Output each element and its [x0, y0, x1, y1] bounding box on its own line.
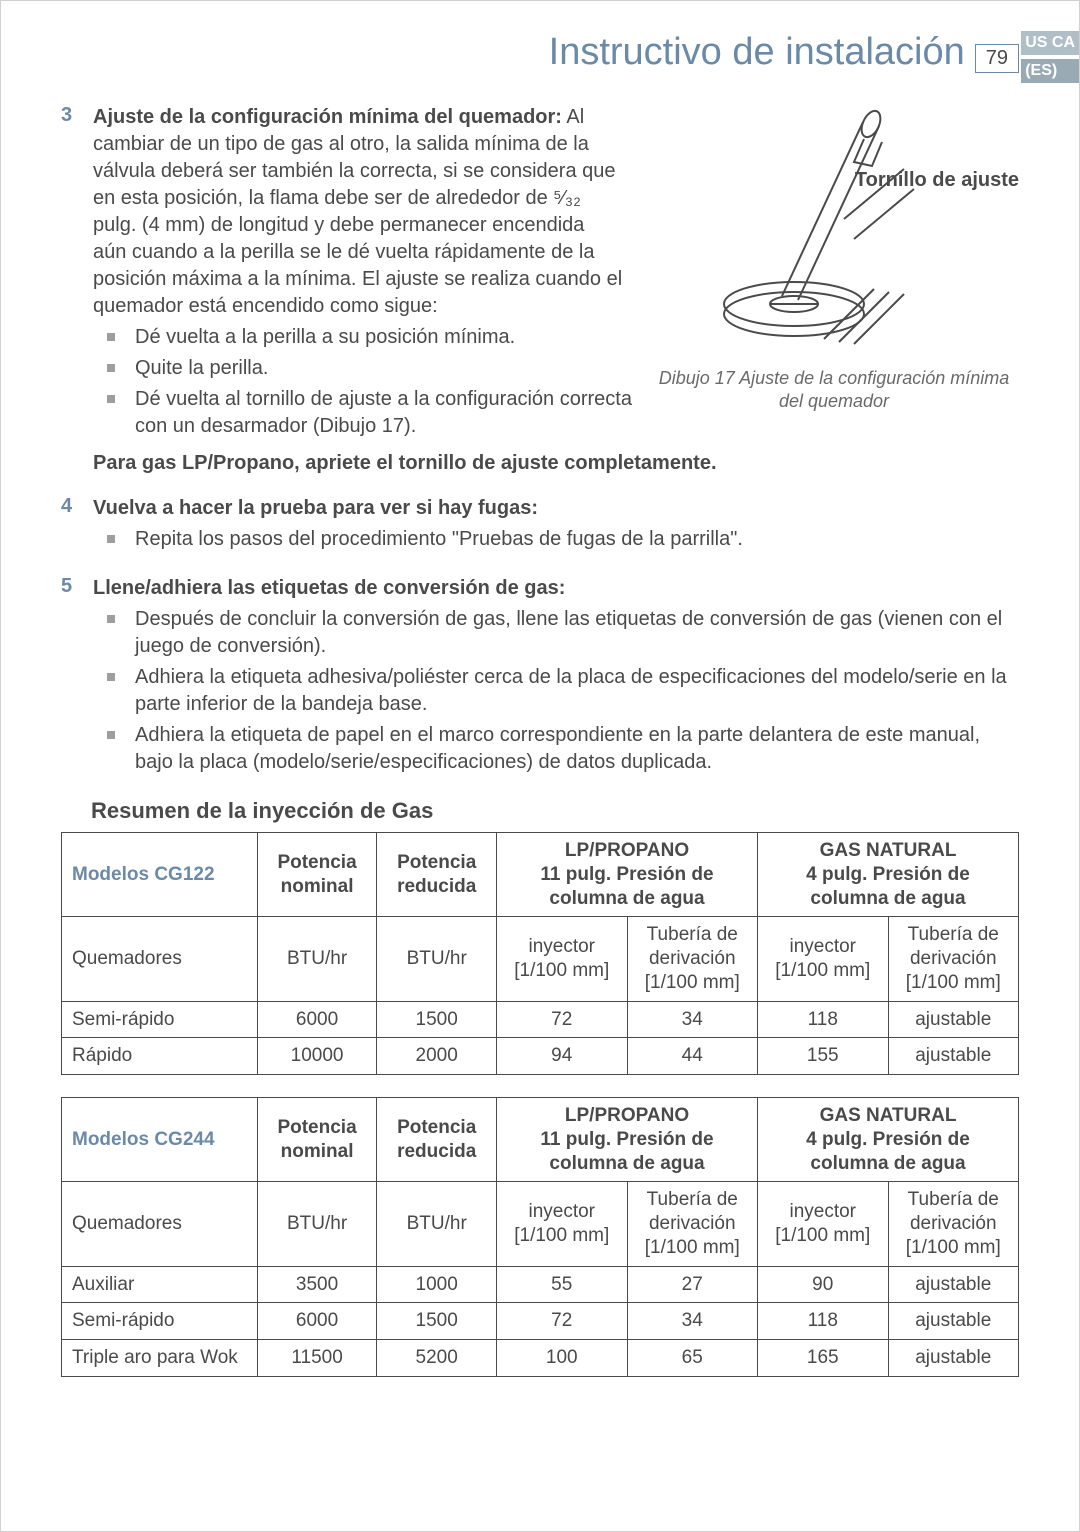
page-title: Instructivo de instalación	[549, 31, 965, 74]
step-5-title: Llene/adhiera las etiquetas de conversió…	[93, 577, 565, 599]
cell: 44	[627, 1038, 758, 1075]
list-item: Dé vuelta a la perilla a su posición mín…	[135, 324, 665, 351]
step-4-bullets: Repita los pasos del procedimiento "Prue…	[93, 526, 1019, 553]
content: Tornillo de ajuste Dibujo 17 Ajuste de l…	[61, 104, 1019, 1377]
screwdriver-diagram-icon	[704, 104, 964, 354]
cell: 65	[627, 1340, 758, 1377]
col-header-ng: GAS NATURAL 4 pulg. Presión de columna d…	[758, 1098, 1019, 1182]
row-header: Quemadores	[62, 917, 258, 1001]
cell: Semi-rápido	[62, 1001, 258, 1038]
cell: ajustable	[888, 1266, 1019, 1303]
col-header: Potencia nominal	[257, 1098, 377, 1182]
table-row: Semi-rápido 6000 1500 72 34 118 ajustabl…	[62, 1001, 1019, 1038]
cell: 72	[497, 1001, 628, 1038]
cell: 165	[758, 1340, 889, 1377]
col-sub: inyector [1/100 mm]	[758, 1182, 889, 1266]
cell: ajustable	[888, 1001, 1019, 1038]
side-label-group: US CA (ES)	[1021, 31, 1079, 83]
col-header: Potencia reducida	[377, 1098, 497, 1182]
cell: Semi-rápido	[62, 1303, 258, 1340]
cell: 27	[627, 1266, 758, 1303]
list-item: Adhiera la etiqueta de papel en el marco…	[135, 722, 1019, 776]
step-5: 5 Llene/adhiera las etiquetas de convers…	[61, 575, 1019, 780]
cell: Rápido	[62, 1038, 258, 1075]
list-item: Después de concluir la conversión de gas…	[135, 606, 1019, 660]
cell: 10000	[257, 1038, 377, 1075]
header: Instructivo de instalación 79	[61, 31, 1019, 74]
cell: Auxiliar	[62, 1266, 258, 1303]
cell: 55	[497, 1266, 628, 1303]
cell: 94	[497, 1038, 628, 1075]
step-4: 4 Vuelva a hacer la prueba para ver si h…	[61, 495, 1019, 557]
table-row: Triple aro para Wok 11500 5200 100 65 16…	[62, 1340, 1019, 1377]
step-3-number: 3	[61, 104, 79, 477]
table1-model-header: Modelos CG122	[62, 833, 258, 917]
cell: 34	[627, 1303, 758, 1340]
cell: 11500	[257, 1340, 377, 1377]
col-sub: inyector [1/100 mm]	[758, 917, 889, 1001]
cell: 3500	[257, 1266, 377, 1303]
table-section-title: Resumen de la inyección de Gas	[91, 798, 1019, 824]
cell: 2000	[377, 1038, 497, 1075]
cell: 72	[497, 1303, 628, 1340]
col-sub: Tubería de derivación [1/100 mm]	[888, 1182, 1019, 1266]
col-header: Potencia nominal	[257, 833, 377, 917]
col-sub: inyector [1/100 mm]	[497, 917, 628, 1001]
step-5-number: 5	[61, 575, 79, 780]
col-sub: Tubería de derivación [1/100 mm]	[888, 917, 1019, 1001]
list-item: Adhiera la etiqueta adhesiva/poliéster c…	[135, 664, 1019, 718]
col-sub: BTU/hr	[257, 917, 377, 1001]
figure-17: Tornillo de ajuste Dibujo 17 Ajuste de l…	[649, 104, 1019, 414]
step-4-number: 4	[61, 495, 79, 557]
col-header: Potencia reducida	[377, 833, 497, 917]
side-label-usca: US CA	[1021, 31, 1079, 55]
table-row: Auxiliar 3500 1000 55 27 90 ajustable	[62, 1266, 1019, 1303]
table-cg122: Modelos CG122 Potencia nominal Potencia …	[61, 832, 1019, 1075]
cell: 5200	[377, 1340, 497, 1377]
cell: 118	[758, 1303, 889, 1340]
step-5-bullets: Después de concluir la conversión de gas…	[93, 606, 1019, 776]
col-header-lp: LP/PROPANO 11 pulg. Presión de columna d…	[497, 1098, 758, 1182]
cell: 118	[758, 1001, 889, 1038]
col-sub: Tubería de derivación [1/100 mm]	[627, 917, 758, 1001]
col-header-ng: GAS NATURAL 4 pulg. Presión de columna d…	[758, 833, 1019, 917]
step-3-bold-note: Para gas LP/Propano, apriete el tornillo…	[93, 450, 1019, 477]
cell: 34	[627, 1001, 758, 1038]
page-number: 79	[975, 44, 1019, 73]
figure-label: Tornillo de ajuste	[855, 169, 1019, 192]
col-sub: inyector [1/100 mm]	[497, 1182, 628, 1266]
table2-model-header: Modelos CG244	[62, 1098, 258, 1182]
cell: 1000	[377, 1266, 497, 1303]
cell: 90	[758, 1266, 889, 1303]
side-label-es: (ES)	[1021, 59, 1079, 83]
cell: ajustable	[888, 1340, 1019, 1377]
step-4-title: Vuelva a hacer la prueba para ver si hay…	[93, 497, 538, 519]
cell: 100	[497, 1340, 628, 1377]
step-3-paragraph: Al cambiar de un tipo de gas al otro, la…	[93, 106, 622, 317]
col-sub: BTU/hr	[257, 1182, 377, 1266]
cell: 6000	[257, 1303, 377, 1340]
col-sub: Tubería de derivación [1/100 mm]	[627, 1182, 758, 1266]
step-3-title: Ajuste de la configuración mínima del qu…	[93, 106, 562, 128]
table-row: Semi-rápido 6000 1500 72 34 118 ajustabl…	[62, 1303, 1019, 1340]
list-item: Repita los pasos del procedimiento "Prue…	[135, 526, 1019, 553]
page: US CA (ES) Instructivo de instalación 79	[0, 0, 1080, 1532]
cell: 1500	[377, 1303, 497, 1340]
cell: Triple aro para Wok	[62, 1340, 258, 1377]
col-sub: BTU/hr	[377, 1182, 497, 1266]
cell: ajustable	[888, 1038, 1019, 1075]
cell: 6000	[257, 1001, 377, 1038]
cell: 155	[758, 1038, 889, 1075]
col-sub: BTU/hr	[377, 917, 497, 1001]
row-header: Quemadores	[62, 1182, 258, 1266]
table-cg244: Modelos CG244 Potencia nominal Potencia …	[61, 1097, 1019, 1377]
cell: ajustable	[888, 1303, 1019, 1340]
list-item: Quite la perilla.	[135, 355, 665, 382]
table-row: Rápido 10000 2000 94 44 155 ajustable	[62, 1038, 1019, 1075]
list-item: Dé vuelta al tornillo de ajuste a la con…	[135, 386, 665, 440]
figure-caption: Dibujo 17 Ajuste de la configuración mín…	[649, 367, 1019, 414]
col-header-lp: LP/PROPANO 11 pulg. Presión de columna d…	[497, 833, 758, 917]
cell: 1500	[377, 1001, 497, 1038]
